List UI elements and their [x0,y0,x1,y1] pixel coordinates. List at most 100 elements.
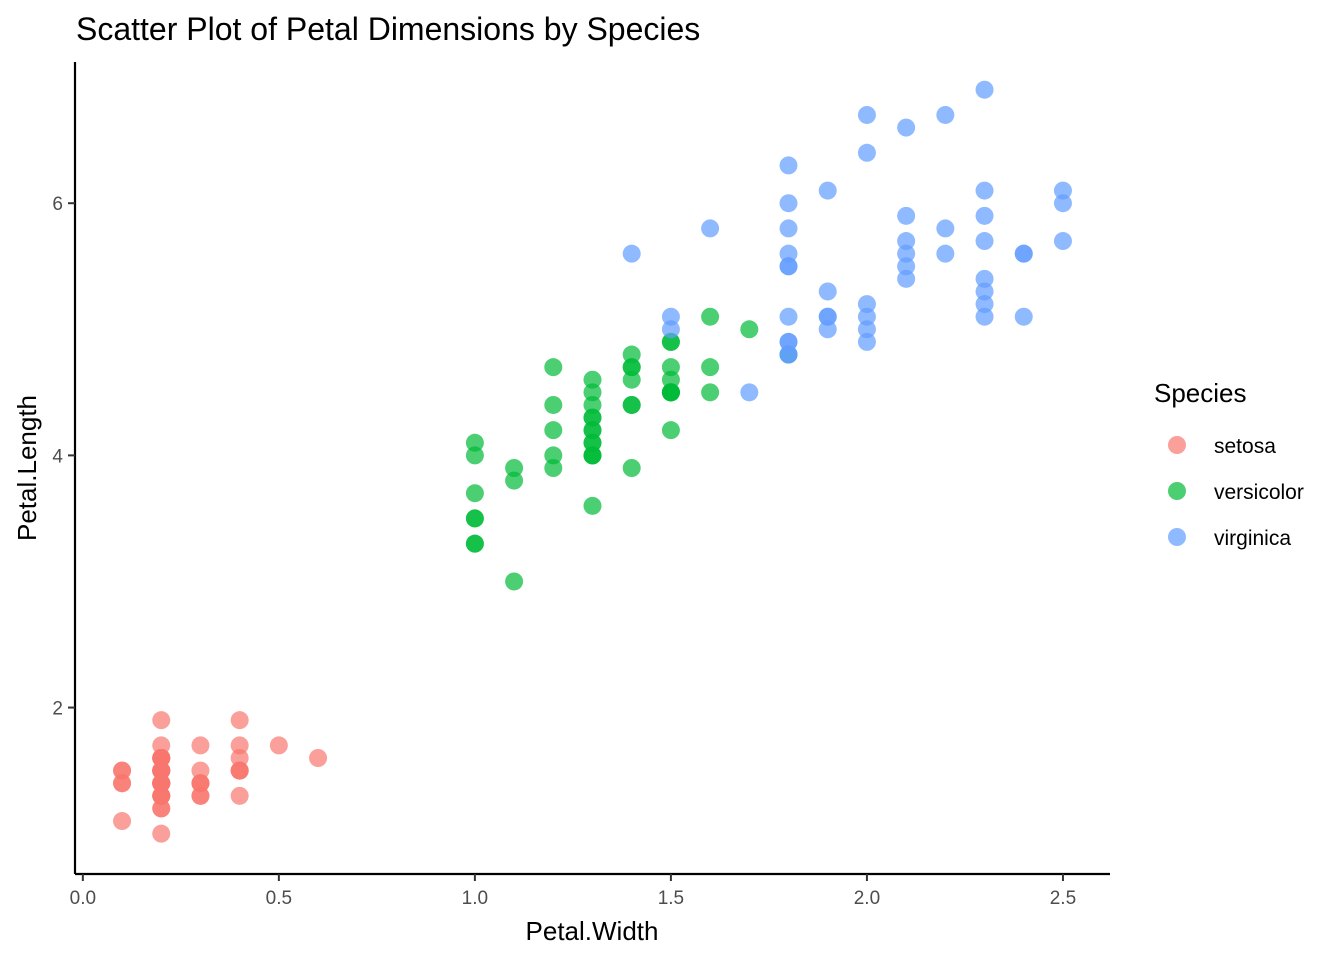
data-point-versicolor [701,358,720,377]
data-point-virginica [622,244,641,263]
data-point-versicolor [544,459,563,477]
data-point-versicolor [465,433,484,452]
data-point-versicolor [622,459,641,477]
data-point-virginica [779,219,798,238]
data-point-virginica [779,332,798,351]
data-point-versicolor [505,572,524,591]
data-point-versicolor [544,446,563,465]
data-point-virginica [779,156,798,175]
data-point-setosa [230,761,249,780]
data-point-virginica [897,244,916,263]
data-point-versicolor [583,446,602,465]
data-point-setosa [152,761,171,780]
data-point-setosa [152,824,171,843]
data-point-setosa [230,711,249,730]
data-point-virginica [975,282,994,301]
data-point-virginica [975,307,994,326]
data-point-virginica [857,320,876,339]
data-point-versicolor [583,370,602,389]
data-point-virginica [818,307,837,326]
y-tick-label: 6 [52,194,63,215]
data-point-versicolor [622,345,641,364]
data-point-setosa [152,774,171,793]
data-point-setosa [230,736,249,755]
x-tick-label: 0.0 [70,888,96,909]
data-point-virginica [897,206,916,225]
data-point-virginica [975,269,994,288]
data-point-virginica [857,143,876,162]
data-point-virginica [779,257,798,276]
data-point-versicolor [465,534,484,553]
legend-key-versicolor [1168,482,1186,500]
data-point-virginica [661,307,680,326]
legend-label-virginica: virginica [1214,527,1291,550]
legend-title: Species [1154,378,1247,408]
x-axis-ticks: 0.0 0.5 1.0 1.5 2.0 2.5 [70,874,1076,909]
data-point-versicolor [583,433,602,452]
data-point-virginica [897,232,916,251]
chart-title: Scatter Plot of Petal Dimensions by Spec… [76,11,700,47]
legend-label-versicolor: versicolor [1214,481,1304,504]
data-point-virginica [936,105,955,124]
data-point-virginica [897,118,916,137]
data-point-setosa [113,774,132,793]
data-point-versicolor [465,509,484,528]
y-axis-label: Petal.Length [12,395,42,541]
data-point-versicolor [701,383,720,402]
data-point-virginica [740,383,759,402]
data-point-setosa [113,812,132,831]
data-point-virginica [857,307,876,326]
data-point-virginica [975,181,994,200]
x-tick-label: 1.0 [462,888,488,909]
data-point-virginica [975,232,994,251]
data-point-virginica [1053,181,1072,200]
data-point-versicolor [583,395,602,414]
data-point-virginica [818,282,837,301]
data-point-virginica [818,181,837,200]
data-point-versicolor [622,370,641,389]
data-point-versicolor [583,496,602,515]
points-layer [113,80,1072,843]
data-point-versicolor [544,395,563,414]
data-point-setosa [113,761,132,780]
data-point-virginica [936,244,955,263]
data-point-setosa [191,786,210,805]
data-point-versicolor [661,421,680,440]
data-point-setosa [152,749,171,767]
data-point-virginica [857,105,876,124]
x-tick-label: 1.5 [658,888,684,909]
y-axis-ticks: 2 4 6 [52,194,75,720]
data-point-virginica [1053,194,1072,213]
data-point-setosa [191,774,210,793]
data-point-setosa [152,786,171,805]
data-point-versicolor [465,446,484,465]
data-point-virginica [661,320,680,339]
data-point-versicolor [740,320,759,339]
data-point-virginica [1053,232,1072,251]
y-tick-label: 4 [52,446,63,467]
data-point-virginica [857,332,876,351]
data-point-setosa [152,799,171,818]
data-point-virginica [779,194,798,213]
data-point-virginica [779,244,798,263]
data-point-virginica [897,269,916,288]
data-point-versicolor [661,332,680,351]
data-point-versicolor [465,484,484,503]
data-point-versicolor [583,383,602,402]
x-tick-label: 2.5 [1050,888,1076,909]
data-point-versicolor [622,358,641,377]
data-point-versicolor [622,395,641,414]
x-axis-label: Petal.Width [526,916,659,946]
data-point-versicolor [661,370,680,389]
data-point-versicolor [661,358,680,377]
data-point-virginica [1014,244,1033,263]
data-point-virginica [936,219,955,238]
data-point-setosa [230,749,249,767]
data-point-versicolor [661,383,680,402]
legend-items: setosa versicolor virginica [1168,435,1304,550]
data-point-versicolor [701,307,720,326]
data-point-setosa [152,736,171,755]
data-point-setosa [309,749,328,767]
data-point-versicolor [505,471,524,490]
